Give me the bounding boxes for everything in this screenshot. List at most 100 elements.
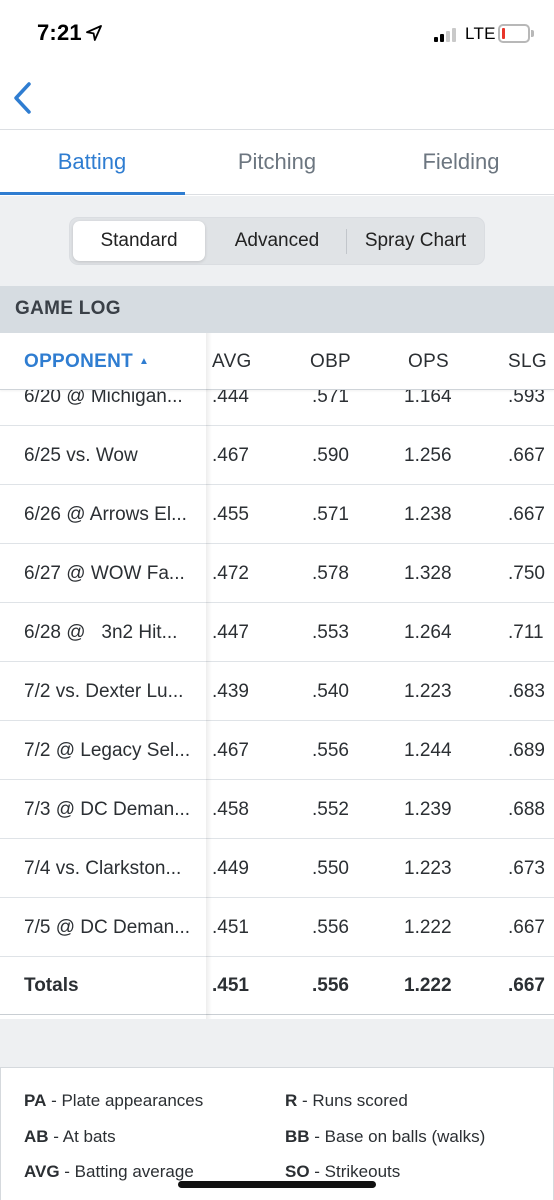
stat-category-tabs: Batting Pitching Fielding <box>0 131 554 195</box>
cell-obp: .578 <box>312 563 349 584</box>
totals-obp: .556 <box>312 975 349 996</box>
legend-item: PA - Plate appearances <box>24 1091 204 1110</box>
cell-ops: 1.223 <box>404 681 452 702</box>
cell-obp: .550 <box>312 858 349 879</box>
cell-avg: .467 <box>212 445 249 466</box>
cellular-signal-icon <box>434 26 460 42</box>
cell-slg: .593 <box>508 386 545 407</box>
sort-ascending-icon: ▲ <box>139 356 150 367</box>
segment-divider <box>346 229 347 254</box>
cell-avg: .467 <box>212 740 249 761</box>
cell-slg: .667 <box>508 445 545 466</box>
table-row[interactable]: 7/2 vs. Dexter Lu... .439 .540 1.223 .68… <box>0 662 554 721</box>
segment-advanced[interactable]: Advanced <box>234 230 320 251</box>
totals-label: Totals <box>24 975 79 996</box>
cell-opponent: 7/2 vs. Dexter Lu... <box>24 681 184 702</box>
table-row[interactable]: 6/27 @ WOW Fa... .472 .578 1.328 .750 <box>0 544 554 603</box>
cell-ops: 1.244 <box>404 740 452 761</box>
table-row[interactable]: 7/2 @ Legacy Sel... .467 .556 1.244 .689 <box>0 721 554 780</box>
cell-slg: .688 <box>508 799 545 820</box>
segment-standard[interactable]: Standard <box>73 221 205 261</box>
back-chevron-icon[interactable] <box>10 78 40 118</box>
cell-obp: .553 <box>312 622 349 643</box>
cell-avg: .455 <box>212 504 249 525</box>
cell-ops: 1.223 <box>404 858 452 879</box>
battery-level-fill <box>502 28 505 39</box>
status-time: 7:21 <box>37 20 82 45</box>
cell-avg: .451 <box>212 917 249 938</box>
cell-slg: .683 <box>508 681 545 702</box>
legend-item: AVG - Batting average <box>24 1162 194 1181</box>
section-title: GAME LOG <box>15 298 121 319</box>
tab-fielding[interactable]: Fielding <box>422 149 500 174</box>
table-row[interactable]: 7/4 vs. Clarkston... .449 .550 1.223 .67… <box>0 839 554 898</box>
cell-slg: .711 <box>508 622 544 643</box>
status-bar: 7:21 LTE <box>0 0 554 68</box>
column-header-obp[interactable]: OBP <box>310 351 352 372</box>
cell-ops: 1.238 <box>404 504 452 525</box>
table-row[interactable]: 6/20 @ Michigan... .444 .571 1.164 .593 <box>0 367 554 426</box>
cell-ops: 1.164 <box>404 386 452 407</box>
cell-slg: .689 <box>508 740 545 761</box>
column-header-ops[interactable]: OPS <box>408 351 450 372</box>
cell-opponent: 7/3 @ DC Deman... <box>24 799 191 820</box>
home-indicator[interactable] <box>178 1181 376 1188</box>
navigation-bar <box>0 68 554 130</box>
cell-obp: .571 <box>312 504 349 525</box>
tab-pitching[interactable]: Pitching <box>237 149 317 174</box>
cell-avg: .449 <box>212 858 249 879</box>
cell-ops: 1.328 <box>404 563 452 584</box>
table-body: 6/20 @ Michigan... .444 .571 1.164 .593 … <box>0 367 554 1015</box>
cell-opponent: 6/28 @ 3n2 Hit... <box>24 622 178 643</box>
table-row[interactable]: 6/26 @ Arrows El... .455 .571 1.238 .667 <box>0 485 554 544</box>
cell-obp: .540 <box>312 681 349 702</box>
totals-avg: .451 <box>212 975 249 996</box>
table-row[interactable]: 7/5 @ DC Deman... .451 .556 1.222 .667 <box>0 898 554 957</box>
active-tab-indicator <box>0 192 185 195</box>
cell-opponent: 7/5 @ DC Deman... <box>24 917 191 938</box>
cell-avg: .444 <box>212 386 249 407</box>
cell-obp: .556 <box>312 917 349 938</box>
cell-obp: .590 <box>312 445 349 466</box>
cell-avg: .472 <box>212 563 249 584</box>
column-header-slg[interactable]: SLG <box>508 351 547 372</box>
cell-ops: 1.222 <box>404 917 452 938</box>
tab-batting[interactable]: Batting <box>57 149 127 174</box>
cell-obp: .556 <box>312 740 349 761</box>
view-segmented-control: Standard Advanced Spray Chart <box>69 217 485 265</box>
cell-opponent: 6/25 vs. Wow <box>24 445 138 466</box>
table-row[interactable]: 7/3 @ DC Deman... .458 .552 1.239 .688 <box>0 780 554 839</box>
cell-opponent: 6/20 @ Michigan... <box>24 386 183 407</box>
segment-spray-chart[interactable]: Spray Chart <box>364 230 467 251</box>
table-header-row: OPPONENT ▲ AVG OBP OPS SLG <box>0 333 554 390</box>
legend-item: R - Runs scored <box>285 1091 408 1110</box>
stat-legend: PA - Plate appearances R - Runs scored A… <box>0 1067 554 1200</box>
cell-ops: 1.239 <box>404 799 452 820</box>
cell-ops: 1.256 <box>404 445 452 466</box>
totals-ops: 1.222 <box>404 975 452 996</box>
column-header-avg[interactable]: AVG <box>212 351 252 372</box>
cell-slg: .750 <box>508 563 545 584</box>
column-header-opponent[interactable]: OPPONENT ▲ <box>24 333 149 391</box>
table-row[interactable]: 6/28 @ 3n2 Hit... .447 .553 1.264 .711 <box>0 603 554 662</box>
cell-opponent: 7/2 @ Legacy Sel... <box>24 740 191 761</box>
cell-slg: .667 <box>508 917 545 938</box>
legend-item: AB - At bats <box>24 1127 116 1146</box>
cell-opponent: 6/27 @ WOW Fa... <box>24 563 185 584</box>
cell-ops: 1.264 <box>404 622 452 643</box>
cell-obp: .552 <box>312 799 349 820</box>
game-log-table[interactable]: OPPONENT ▲ AVG OBP OPS SLG 6/20 @ Michiga… <box>0 333 554 1019</box>
view-selector-area: Standard Advanced Spray Chart <box>0 196 554 286</box>
legend-area: PA - Plate appearances R - Runs scored A… <box>0 1019 554 1200</box>
legend-item: SO - Strikeouts <box>285 1162 401 1181</box>
game-log-section-header: GAME LOG <box>0 286 554 333</box>
cell-avg: .447 <box>212 622 249 643</box>
totals-row: Totals .451 .556 1.222 .667 <box>0 957 554 1015</box>
cell-slg: .667 <box>508 504 545 525</box>
table-row[interactable]: 6/25 vs. Wow .467 .590 1.256 .667 <box>0 426 554 485</box>
network-type: LTE <box>465 24 496 43</box>
cell-avg: .458 <box>212 799 249 820</box>
battery-icon <box>498 24 534 43</box>
legend-item: BB - Base on balls (walks) <box>285 1127 486 1146</box>
location-arrow-icon <box>86 25 102 41</box>
